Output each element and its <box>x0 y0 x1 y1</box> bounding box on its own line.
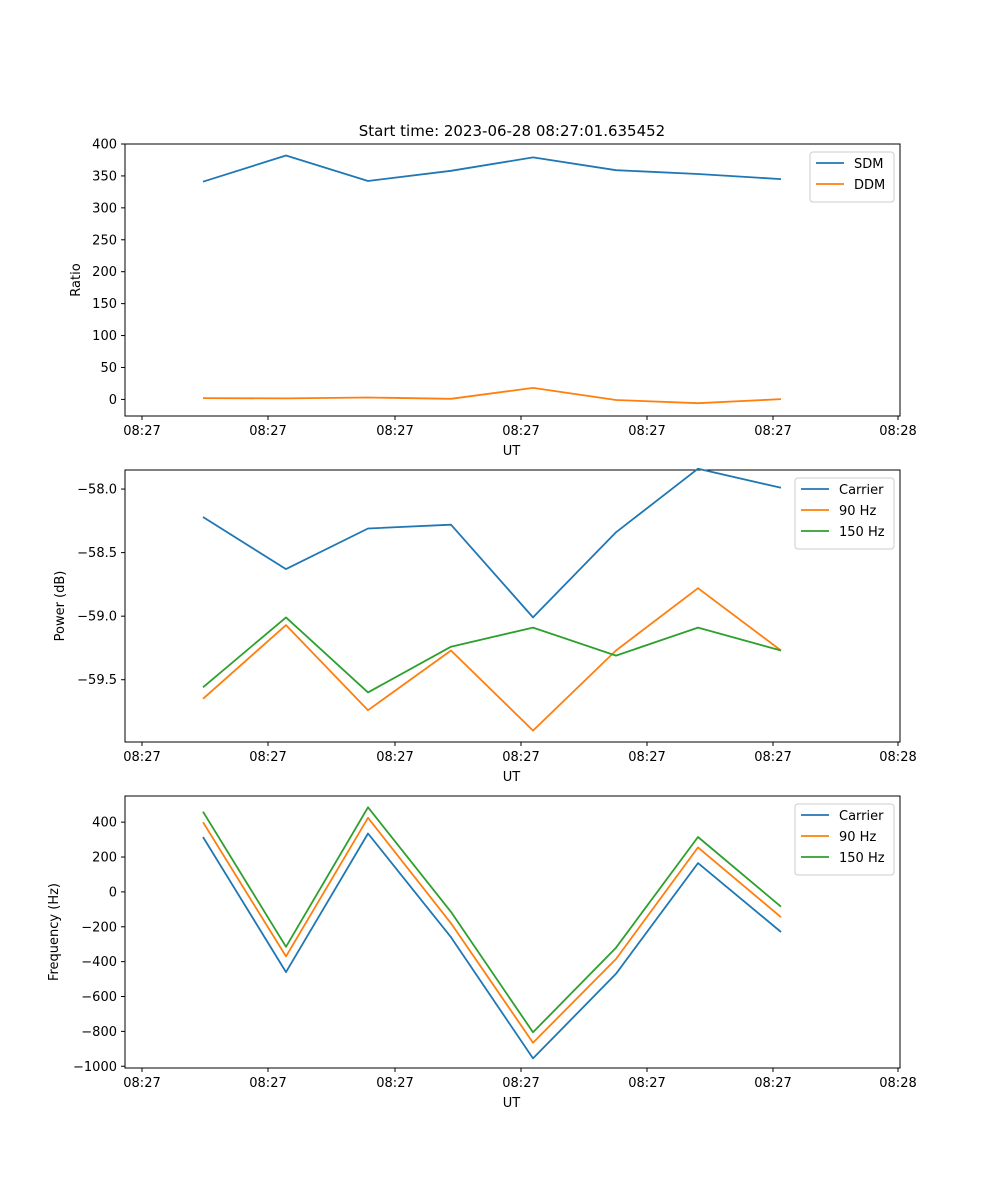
y-tick-label: −58.5 <box>77 546 117 561</box>
legend-label: 150 Hz <box>839 525 885 540</box>
series-line-150-hz <box>202 616 782 694</box>
x-tick-label: 08:27 <box>628 424 665 439</box>
x-axis-label: UT <box>503 444 521 459</box>
y-tick-label: 250 <box>92 233 117 248</box>
y-tick-label: −400 <box>81 955 117 970</box>
x-tick-label: 08:27 <box>123 424 160 439</box>
y-tick-label: 50 <box>100 361 117 376</box>
x-tick-label: 08:27 <box>123 750 160 765</box>
series-line-carrier <box>202 832 782 1060</box>
x-tick-label: 08:27 <box>502 750 539 765</box>
y-tick-label: 300 <box>92 201 117 216</box>
plot-area-frame <box>124 143 901 417</box>
y-tick-label: 150 <box>92 297 117 312</box>
chart-panel-1: 08:27 08:27 08:27 08:27 08:27 08:27 08:28 0 50 10… <box>69 138 917 460</box>
y-tick-label: 100 <box>92 329 117 344</box>
series-line-150-hz <box>202 806 782 1034</box>
legend-frame <box>809 151 895 203</box>
x-tick-label: 08:27 <box>249 424 286 439</box>
y-tick-label: −59.0 <box>77 610 117 625</box>
y-tick-label: 200 <box>92 265 117 280</box>
x-tick-label: 08:27 <box>628 750 665 765</box>
plot-area-frame <box>124 469 901 743</box>
legend-label: DDM <box>854 178 885 193</box>
x-tick-label: 08:27 <box>502 1076 539 1091</box>
series-line-90-hz <box>202 816 782 1044</box>
plot-area-frame <box>124 795 901 1069</box>
y-tick-label: −1000 <box>73 1060 117 1075</box>
x-tick-label: 08:27 <box>754 1076 791 1091</box>
y-tick-label: 400 <box>92 816 117 831</box>
series-line-sdm <box>202 154 782 183</box>
legend-label: SDM <box>854 157 883 172</box>
x-tick-label: 08:28 <box>879 424 916 439</box>
y-tick-label: −58.0 <box>77 483 117 498</box>
x-tick-label: 08:28 <box>879 1076 916 1091</box>
legend-label: Carrier <box>839 483 884 498</box>
figure-title: Start time: 2023-06-28 08:27:01.635452 <box>359 122 665 140</box>
y-tick-label: −200 <box>81 920 117 935</box>
y-tick-label: 0 <box>109 885 117 900</box>
y-tick-label: 400 <box>92 138 117 153</box>
x-tick-label: 08:27 <box>754 424 791 439</box>
legend: Carrier 90 Hz 150 Hz <box>794 477 895 550</box>
x-tick-label: 08:27 <box>249 1076 286 1091</box>
y-tick-label: 200 <box>92 851 117 866</box>
y-tick-label: −59.5 <box>77 673 117 688</box>
y-tick-label: 0 <box>109 393 117 408</box>
series-line-ddm <box>202 386 782 405</box>
legend-label: Carrier <box>839 809 884 824</box>
legend: Carrier 90 Hz 150 Hz <box>794 803 895 876</box>
y-tick-label: −600 <box>81 990 117 1005</box>
y-axis-label: Power (dB) <box>53 571 68 642</box>
x-tick-label: 08:27 <box>376 750 413 765</box>
legend-label: 90 Hz <box>839 504 876 519</box>
x-tick-label: 08:27 <box>249 750 286 765</box>
y-tick-label: 350 <box>92 169 117 184</box>
y-axis-label: Frequency (Hz) <box>47 883 62 981</box>
legend-label: 150 Hz <box>839 851 885 866</box>
x-axis-label: UT <box>503 1096 521 1111</box>
x-tick-label: 08:27 <box>754 750 791 765</box>
x-tick-label: 08:27 <box>376 1076 413 1091</box>
x-axis-label: UT <box>503 770 521 785</box>
legend-label: 90 Hz <box>839 830 876 845</box>
x-tick-label: 08:27 <box>376 424 413 439</box>
x-tick-label: 08:27 <box>628 1076 665 1091</box>
series-line-90-hz <box>202 587 782 732</box>
y-axis-label: Ratio <box>69 263 84 296</box>
x-tick-label: 08:27 <box>123 1076 160 1091</box>
x-tick-label: 08:28 <box>879 750 916 765</box>
chart-panel-2: 08:27 08:27 08:27 08:27 08:27 08:27 08:28 −58.0… <box>53 467 917 785</box>
y-tick-label: −800 <box>81 1025 117 1040</box>
chart-panel-3: 08:27 08:27 08:27 08:27 08:27 08:27 08:28 400 20… <box>47 795 917 1111</box>
legend: SDM DDM <box>809 151 895 203</box>
series-line-carrier <box>202 467 782 619</box>
x-tick-label: 08:27 <box>502 424 539 439</box>
